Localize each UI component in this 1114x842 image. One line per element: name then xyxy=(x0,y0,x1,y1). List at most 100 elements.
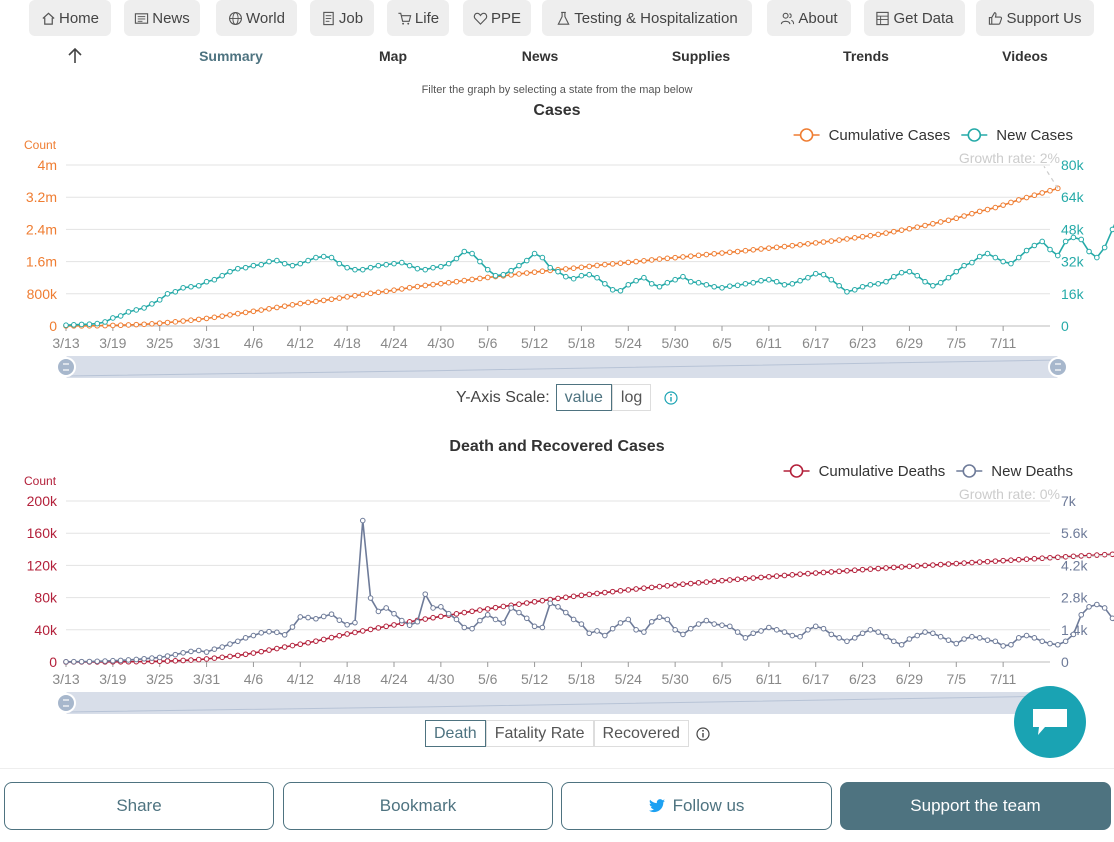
data-point[interactable] xyxy=(172,651,179,658)
data-point[interactable] xyxy=(906,225,913,232)
data-point[interactable] xyxy=(937,561,944,568)
data-point[interactable] xyxy=(695,621,702,627)
data-point[interactable] xyxy=(344,631,350,637)
data-point[interactable] xyxy=(250,262,257,269)
tab-news[interactable]: News xyxy=(521,48,559,64)
data-point[interactable] xyxy=(1023,632,1030,639)
data-point[interactable] xyxy=(235,652,241,659)
data-point[interactable] xyxy=(250,632,257,639)
data-point[interactable] xyxy=(781,629,788,635)
data-point[interactable] xyxy=(156,320,163,327)
data-point[interactable] xyxy=(258,307,265,313)
data-point[interactable] xyxy=(414,618,421,625)
data-point[interactable] xyxy=(586,630,593,637)
data-point[interactable] xyxy=(1070,234,1077,241)
data-point[interactable] xyxy=(836,237,842,243)
data-point[interactable] xyxy=(523,600,530,606)
data-point[interactable] xyxy=(1086,604,1092,610)
legend-swatch-marker[interactable] xyxy=(967,128,982,142)
data-point[interactable] xyxy=(805,274,811,281)
data-point[interactable] xyxy=(500,620,507,626)
data-point[interactable] xyxy=(922,629,928,635)
data-point[interactable] xyxy=(414,283,421,290)
data-point[interactable] xyxy=(391,610,397,617)
data-point[interactable] xyxy=(641,629,647,635)
data-point[interactable] xyxy=(820,569,827,576)
data-point[interactable] xyxy=(1000,643,1006,649)
data-point[interactable] xyxy=(94,320,101,327)
info-icon[interactable] xyxy=(696,726,710,741)
metric-death-option[interactable]: Death xyxy=(425,720,486,747)
data-point[interactable] xyxy=(289,642,296,649)
data-point[interactable] xyxy=(703,579,710,585)
data-point[interactable] xyxy=(297,641,304,648)
data-point[interactable] xyxy=(766,276,772,283)
data-point[interactable] xyxy=(586,591,593,598)
data-point[interactable] xyxy=(883,278,889,285)
data-point[interactable] xyxy=(195,656,202,663)
data-point[interactable] xyxy=(297,260,304,267)
arrow-up-icon[interactable] xyxy=(66,46,84,66)
data-point[interactable] xyxy=(235,310,241,317)
data-point[interactable] xyxy=(227,653,233,660)
cases-chart[interactable]: 0 0 800k 16k 1.6m 32k 2.4m 48k 3.2m 64k 4m 80k Count… xyxy=(0,120,1114,382)
data-point[interactable] xyxy=(695,252,702,259)
data-point[interactable] xyxy=(242,635,249,641)
nav-ppe-button[interactable]: PPE xyxy=(463,0,531,36)
data-point[interactable] xyxy=(453,616,460,623)
data-point[interactable] xyxy=(984,206,991,213)
data-point[interactable] xyxy=(617,260,624,266)
data-point[interactable] xyxy=(781,243,788,250)
legend-swatch-marker[interactable] xyxy=(799,128,814,142)
data-point[interactable] xyxy=(851,635,858,641)
data-point[interactable] xyxy=(680,254,686,260)
data-point[interactable] xyxy=(320,253,327,260)
data-point[interactable] xyxy=(1055,252,1061,259)
data-point[interactable] xyxy=(953,215,960,222)
data-point[interactable] xyxy=(180,318,186,324)
data-point[interactable] xyxy=(484,606,491,612)
data-point[interactable] xyxy=(578,592,585,599)
data-point[interactable] xyxy=(617,287,624,294)
data-point[interactable] xyxy=(1031,242,1038,249)
data-point[interactable] xyxy=(250,308,257,315)
data-point[interactable] xyxy=(71,658,77,665)
data-point[interactable] xyxy=(289,624,296,630)
data-point[interactable] xyxy=(484,274,491,281)
tab-trends[interactable]: Trends xyxy=(843,48,889,64)
nav-life-button[interactable]: Life xyxy=(387,0,449,36)
data-point[interactable] xyxy=(399,286,405,292)
data-point[interactable] xyxy=(250,650,257,656)
data-point[interactable] xyxy=(664,255,671,262)
data-point[interactable] xyxy=(1039,238,1045,245)
data-point[interactable] xyxy=(422,282,429,289)
data-point[interactable] xyxy=(875,565,881,572)
data-point[interactable] xyxy=(172,319,179,325)
data-point[interactable] xyxy=(625,616,632,623)
data-point[interactable] xyxy=(617,587,624,594)
data-point[interactable] xyxy=(359,517,366,524)
data-point[interactable] xyxy=(203,649,210,655)
data-point[interactable] xyxy=(719,250,725,256)
data-point[interactable] xyxy=(672,627,678,633)
data-point[interactable] xyxy=(266,305,272,312)
data-point[interactable] xyxy=(383,288,389,295)
data-point[interactable] xyxy=(242,309,249,316)
data-point[interactable] xyxy=(976,253,983,260)
data-point[interactable] xyxy=(914,563,921,569)
data-point[interactable] xyxy=(399,259,405,266)
data-point[interactable] xyxy=(438,604,444,610)
data-point[interactable] xyxy=(1094,601,1100,608)
data-point[interactable] xyxy=(523,270,530,276)
nav-support-us-button[interactable]: Support Us xyxy=(976,0,1094,36)
data-point[interactable] xyxy=(383,623,389,630)
data-point[interactable] xyxy=(641,274,647,281)
data-point[interactable] xyxy=(953,268,960,275)
data-point[interactable] xyxy=(976,208,983,215)
data-point[interactable] xyxy=(305,639,311,646)
data-point[interactable] xyxy=(750,279,757,286)
tab-summary[interactable]: Summary xyxy=(199,48,263,64)
data-point[interactable] xyxy=(594,628,600,634)
data-point[interactable] xyxy=(773,278,780,285)
data-point[interactable] xyxy=(828,238,835,244)
